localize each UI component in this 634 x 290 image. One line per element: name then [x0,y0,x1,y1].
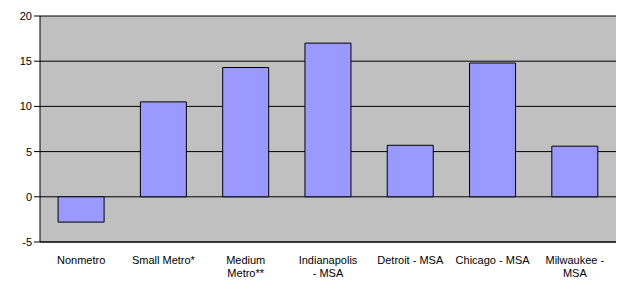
svg-text:-5: -5 [22,236,32,248]
svg-text:Detroit - MSA: Detroit - MSA [377,254,444,266]
svg-text:Nonmetro: Nonmetro [57,254,105,266]
svg-text:5: 5 [26,146,32,158]
svg-text:20: 20 [20,10,32,22]
svg-text:15: 15 [20,55,32,67]
svg-text:10: 10 [20,100,32,112]
svg-text:MediumMetro**: MediumMetro** [226,254,265,279]
svg-text:0: 0 [26,191,32,203]
svg-text:Indianapolis- MSA: Indianapolis- MSA [299,254,358,279]
svg-text:Milwaukee -MSA: Milwaukee -MSA [546,254,605,279]
svg-text:Chicago - MSA: Chicago - MSA [456,254,531,266]
svg-text:Small Metro*: Small Metro* [132,254,196,266]
